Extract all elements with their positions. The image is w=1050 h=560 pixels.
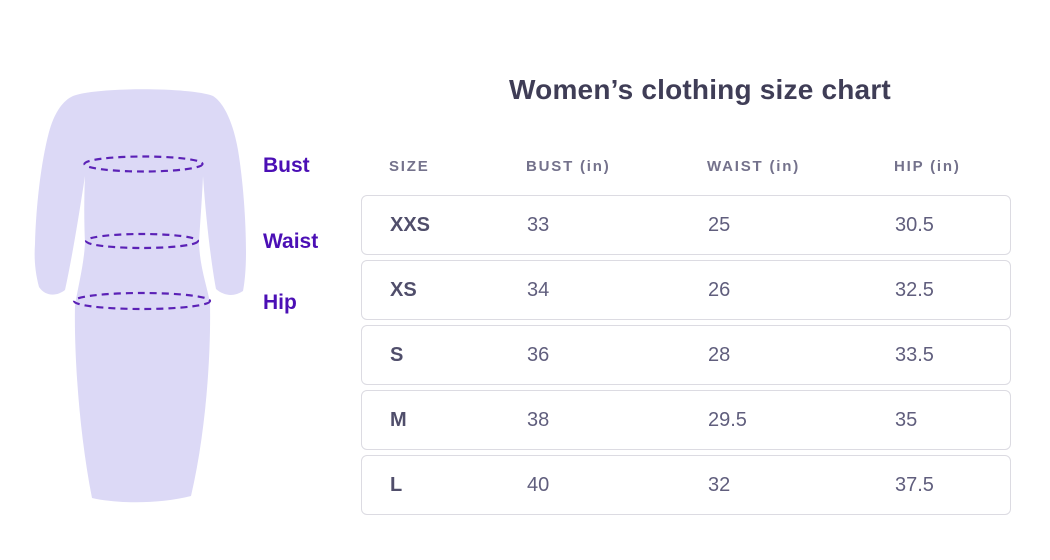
value-cell: 38	[527, 408, 550, 431]
value-cell: 30.5	[895, 213, 934, 236]
size-table-body: XXS 33 25 30.5 XS 34 26 32.5 S 36 28 33.5 M 38 29.5 35 L…	[361, 195, 1011, 515]
table-row: XS 34 26 32.5	[361, 260, 1011, 320]
column-header-bust: BUST (in)	[526, 158, 611, 175]
column-header-waist: WAIST (in)	[707, 158, 800, 175]
size-cell: XS	[390, 278, 417, 301]
waist-label: Waist	[263, 230, 319, 253]
value-cell: 28	[708, 343, 731, 366]
hip-measure-line	[72, 291, 212, 311]
value-cell: 40	[527, 473, 550, 496]
size-table-header: SIZE BUST (in) WAIST (in) HIP (in)	[361, 158, 1011, 175]
size-cell: S	[390, 343, 404, 366]
value-cell: 25	[708, 213, 731, 236]
size-cell: XXS	[390, 213, 431, 236]
waist-measure-line	[84, 232, 200, 250]
value-cell: 35	[895, 408, 918, 431]
bust-label: Bust	[263, 154, 310, 177]
column-header-hip: HIP (in)	[894, 158, 961, 175]
value-cell: 26	[708, 278, 731, 301]
hip-label: Hip	[263, 291, 297, 314]
dress-silhouette-illustration	[34, 89, 247, 503]
value-cell: 33.5	[895, 343, 934, 366]
value-cell: 34	[527, 278, 550, 301]
size-table: SIZE BUST (in) WAIST (in) HIP (in) XXS 33…	[361, 158, 1011, 520]
value-cell: 36	[527, 343, 550, 366]
value-cell: 29.5	[708, 408, 747, 431]
value-cell: 32.5	[895, 278, 934, 301]
bust-measure-line	[83, 155, 204, 173]
column-header-size: SIZE	[389, 158, 430, 175]
dress-shape	[34, 89, 247, 503]
page-title: Women’s clothing size chart	[509, 74, 891, 105]
table-row: M 38 29.5 35	[361, 390, 1011, 450]
value-cell: 33	[527, 213, 550, 236]
size-cell: L	[390, 473, 403, 496]
table-row: S 36 28 33.5	[361, 325, 1011, 385]
table-row: XXS 33 25 30.5	[361, 195, 1011, 255]
table-row: L 40 32 37.5	[361, 455, 1011, 515]
value-cell: 37.5	[895, 473, 934, 496]
value-cell: 32	[708, 473, 731, 496]
size-cell: M	[390, 408, 407, 431]
